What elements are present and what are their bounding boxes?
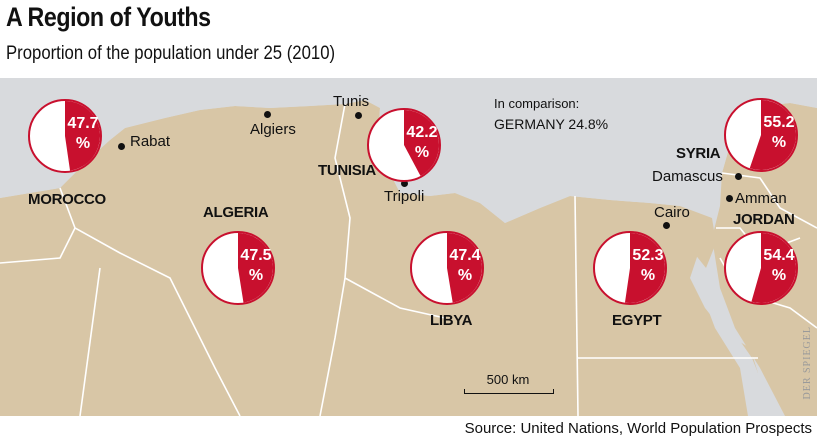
country-tunisia: TUNISIA [318, 162, 376, 179]
pie-percent-algeria: % [248, 267, 264, 284]
city-amman: Amman [735, 190, 787, 207]
comparison-line-2: GERMANY 24.8% [494, 116, 609, 132]
cairo-dot [663, 222, 670, 229]
pie-percent-libya: % [457, 267, 473, 284]
chart-title: A Region of Youths [6, 2, 211, 32]
pie-percent-egypt: % [640, 267, 656, 284]
pie-value-morocco: 47.7 [67, 115, 99, 132]
country-syria: SYRIA [676, 145, 721, 162]
city-tunis: Tunis [333, 93, 370, 110]
pie-syria-chart [724, 98, 798, 172]
pie-value-jordan: 54.4 [763, 247, 795, 264]
pie-morocco-chart [28, 99, 102, 173]
pie-value-algeria: 47.5 [240, 247, 272, 264]
pie-slice-libya [447, 233, 482, 303]
pie-label-egypt: 52.3% [630, 246, 666, 286]
pie-label-syria: 55.2% [761, 113, 797, 153]
tunis-dot [355, 112, 362, 119]
pie-slice-jordan [751, 233, 797, 303]
pie-algeria: 47.5% [200, 230, 276, 306]
pie-percent-tunisia: % [414, 144, 430, 161]
pie-slice-syria [749, 100, 796, 170]
city-tripoli: Tripoli [384, 188, 425, 205]
comparison-line-1: In comparison: [494, 96, 580, 111]
pie-percent-syria: % [771, 134, 787, 151]
pie-label-libya: 47.4% [447, 246, 483, 286]
pie-slice-algeria [238, 233, 274, 303]
pie-value-syria: 55.2 [763, 114, 795, 131]
pie-jordan-chart [724, 231, 798, 305]
pie-tunisia: 42.2% [366, 107, 442, 183]
scale-label: 500 km [486, 372, 530, 387]
rabat-dot [118, 143, 125, 150]
pie-value-tunisia: 42.2 [406, 124, 438, 141]
pie-syria: 55.2% [723, 97, 799, 173]
pie-jordan: 54.4% [723, 230, 799, 306]
pie-slice-tunisia [404, 110, 439, 176]
city-algiers: Algiers [250, 121, 296, 138]
pie-label-jordan: 54.4% [761, 246, 797, 286]
city-rabat: Rabat [130, 133, 171, 150]
pie-value-libya: 47.4 [449, 247, 481, 264]
pie-label-algeria: 47.5% [238, 246, 274, 286]
amman-dot [726, 195, 733, 202]
city-damascus: Damascus [652, 168, 723, 185]
scale-line [464, 389, 554, 394]
pie-percent-morocco: % [75, 135, 91, 152]
pie-egypt: 52.3% [592, 230, 668, 306]
damascus-dot [735, 173, 742, 180]
pie-slice-egypt [624, 233, 665, 303]
north-africa-land [0, 100, 758, 416]
algiers-dot [264, 111, 271, 118]
pie-egypt-chart [593, 231, 667, 305]
country-jordan: JORDAN [733, 211, 795, 228]
tripoli-dot [401, 180, 408, 187]
publisher-credit: DER SPIEGEL [802, 326, 813, 400]
country-libya: LIBYA [430, 312, 473, 329]
source-note: Source: United Nations, World Population… [464, 420, 812, 437]
sinai-land [690, 213, 716, 268]
pie-morocco: 47.7% [27, 98, 103, 174]
country-algeria: ALGERIA [203, 204, 269, 221]
pie-libya-chart [410, 231, 484, 305]
pie-libya: 47.4% [409, 230, 485, 306]
pie-label-morocco: 47.7% [65, 114, 101, 154]
pie-algeria-chart [201, 231, 275, 305]
city-cairo: Cairo [654, 204, 690, 221]
scale-bar: 500 km [450, 372, 560, 414]
pie-label-tunisia: 42.2% [404, 123, 440, 163]
pie-value-egypt: 52.3 [632, 247, 664, 264]
pie-percent-jordan: % [771, 267, 787, 284]
chart-subtitle: Proportion of the population under 25 (2… [6, 43, 336, 64]
red-sea [700, 263, 760, 416]
comparison-note: In comparison: GERMANY 24.8% [494, 94, 608, 134]
pie-tunisia-chart [367, 108, 441, 182]
pie-slice-morocco [65, 100, 101, 171]
country-egypt: EGYPT [612, 312, 662, 329]
country-morocco: MOROCCO [28, 191, 106, 208]
